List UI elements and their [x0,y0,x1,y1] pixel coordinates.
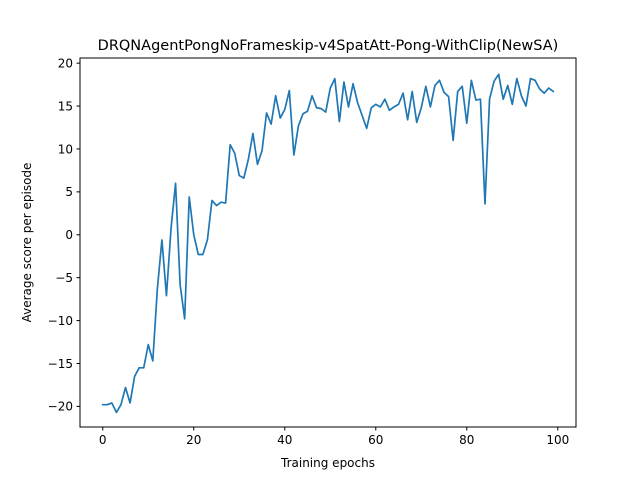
chart-title: DRQNAgentPongNoFrameskip-v4SpatAtt-Pong-… [98,38,559,54]
y-tick-label: 5 [65,185,73,199]
y-tick-label: −10 [48,314,73,328]
x-tick-label: 100 [546,433,569,447]
plot-frame [79,57,577,428]
y-tick-label: −15 [48,357,73,371]
y-tick-label: 15 [58,99,73,113]
y-tick-label: 10 [58,142,73,156]
y-tick-label: −20 [48,400,73,414]
data-series [101,73,555,414]
x-axis-label: Training epochs [280,456,375,470]
x-tick-label: 80 [459,433,474,447]
series-line [101,73,555,414]
ticks: 0 20 40 60 80 100 −20 −15 −10 −5 0 5 10 15 20 [48,56,570,447]
y-tick-label: −5 [55,271,73,285]
x-tick-label: 20 [186,433,201,447]
x-tick-label: 40 [277,433,292,447]
y-tick-label: 0 [65,228,73,242]
y-axis-label: Average score per episode [20,163,34,323]
x-tick-label: 0 [99,433,107,447]
x-tick-label: 60 [368,433,383,447]
y-tick-label: 20 [58,56,73,70]
